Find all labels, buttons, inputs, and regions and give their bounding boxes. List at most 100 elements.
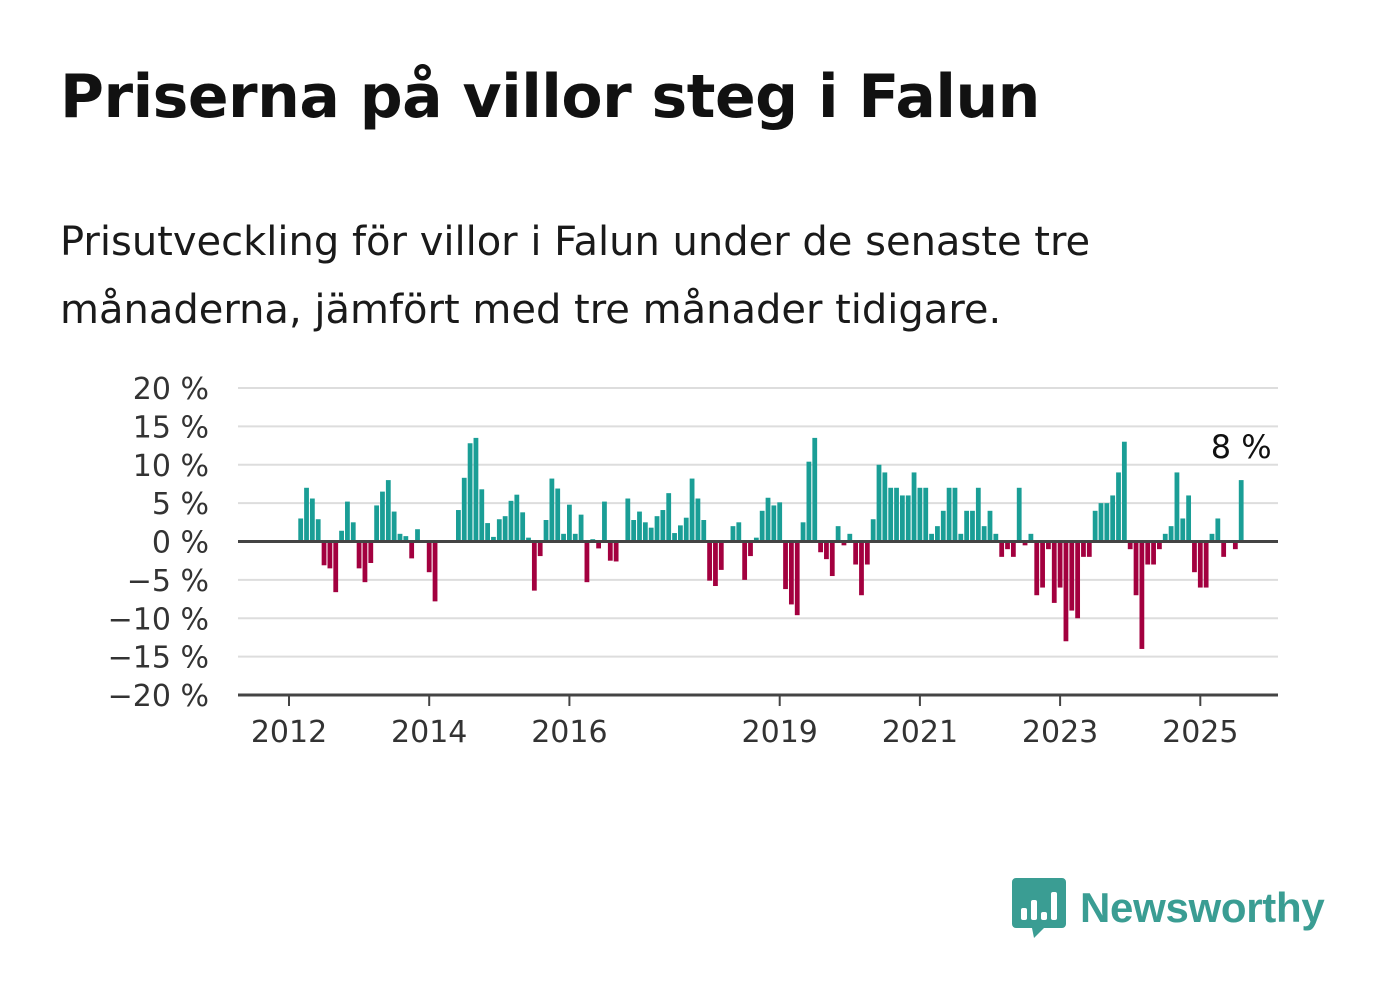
bar (555, 488, 561, 542)
bar (1069, 541, 1075, 611)
bar (1168, 526, 1174, 542)
bar (824, 541, 829, 560)
bar (602, 501, 607, 542)
bars (298, 437, 1244, 649)
bar (678, 525, 683, 542)
bar (508, 500, 514, 542)
bar (1121, 441, 1127, 542)
bar (368, 541, 374, 563)
bar (742, 541, 748, 580)
bar (415, 529, 420, 542)
bar (835, 526, 841, 542)
bar (467, 443, 473, 542)
bar (327, 541, 333, 569)
bar (894, 487, 899, 542)
bar (771, 505, 777, 542)
bar (333, 541, 339, 593)
bar (380, 491, 385, 542)
bar (929, 533, 934, 542)
bar (847, 533, 853, 542)
bar (970, 510, 975, 542)
bar (1098, 503, 1104, 542)
bar (637, 511, 642, 542)
bar (1215, 518, 1221, 542)
bar (829, 541, 835, 577)
tick-labels: 20 %15 % 10 %5 % 0 %−5 %−10 % −15 %−20 % 201… (108, 372, 1275, 750)
bar (701, 520, 707, 542)
bar (625, 498, 631, 542)
brand-name: Newsworthy (1080, 884, 1325, 931)
bar (905, 495, 911, 542)
bar (1081, 541, 1086, 557)
bar (981, 526, 987, 542)
bar (485, 523, 491, 542)
bar (479, 489, 485, 542)
bar (345, 501, 350, 542)
bar (899, 495, 905, 542)
bar (1028, 533, 1034, 542)
bar (1016, 487, 1022, 542)
x-tick-label: 2025 (1162, 715, 1238, 750)
bar (1051, 541, 1057, 603)
bar (1092, 510, 1098, 542)
bar (707, 541, 712, 581)
bar (374, 505, 380, 542)
bar (718, 541, 724, 570)
bar (800, 522, 806, 542)
bar (473, 437, 479, 542)
bar (1010, 541, 1016, 557)
bar (309, 498, 315, 542)
bar (1127, 541, 1133, 550)
bar (1110, 495, 1116, 542)
last-value-label: 8 % (1211, 428, 1272, 466)
bar (531, 541, 537, 591)
bar (788, 541, 794, 605)
bar (689, 478, 695, 542)
bar (841, 541, 847, 546)
bar (596, 541, 601, 549)
bar (461, 477, 467, 542)
bar (304, 487, 309, 542)
bar (496, 519, 502, 542)
x-tick-label: 2012 (251, 715, 327, 750)
bar (818, 541, 823, 553)
bar (607, 541, 613, 561)
bar (695, 498, 701, 542)
bar (403, 536, 409, 542)
bar (362, 541, 368, 583)
bar (946, 487, 952, 542)
bar (1075, 541, 1081, 619)
bar (999, 541, 1005, 557)
bar (631, 520, 637, 542)
bar (736, 522, 742, 542)
y-tick-label: 5 % (152, 487, 209, 522)
bar (911, 472, 917, 542)
y-tick-label: 20 % (133, 372, 209, 407)
bar (853, 541, 859, 565)
bar (1221, 541, 1227, 557)
bar (859, 541, 864, 596)
bar (432, 541, 438, 602)
bar (777, 502, 783, 542)
bar (1151, 541, 1156, 565)
bar (806, 461, 812, 542)
bar (1203, 541, 1209, 588)
bar (882, 472, 888, 542)
price-change-bar-chart: 20 %15 % 10 %5 % 0 %−5 %−10 % −15 %−20 % 201… (108, 372, 1278, 750)
bar (321, 541, 327, 566)
bar (1174, 472, 1180, 542)
bar (526, 537, 531, 542)
y-tick-label: −10 % (108, 602, 209, 637)
page-subtitle: Prisutveckling för villor i Falun under … (60, 219, 1091, 333)
bar (561, 533, 566, 542)
bar (520, 512, 526, 542)
bar (964, 510, 970, 542)
bar (730, 526, 736, 542)
bar (1063, 541, 1069, 642)
bar (537, 541, 543, 557)
bar (549, 478, 555, 542)
bar (759, 510, 765, 542)
bar (1086, 541, 1092, 557)
bar (356, 541, 362, 569)
y-tick-label: −15 % (108, 641, 209, 676)
